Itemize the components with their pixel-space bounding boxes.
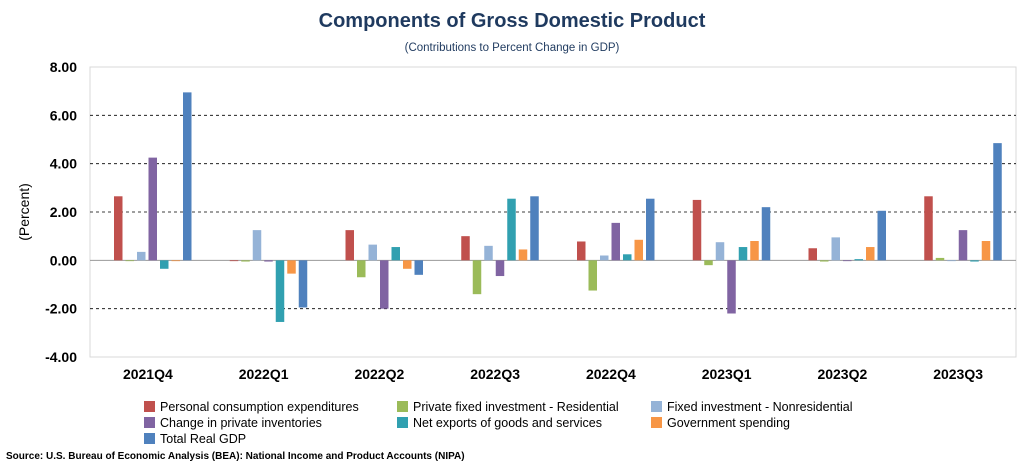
bar-personal-consumption-expenditures-2023q3 [924, 196, 933, 261]
bar-private-fixed-investment-residential-2022q3 [472, 260, 482, 295]
bar-change-in-private-inventories-2022q1 [264, 260, 273, 262]
x-category-label: 2022Q3 [470, 366, 520, 382]
legend: Personal consumption expenditures Private… [144, 400, 853, 446]
bar-total-real-gdp-2022q3 [530, 196, 539, 261]
bar-private-fixed-investment-residential-2023q2 [820, 260, 829, 262]
legend-label: Change in private inventories [160, 416, 322, 430]
legend-label: Total Real GDP [160, 432, 246, 446]
bar-change-in-private-inventories-2023q1 [727, 260, 736, 314]
y-tick-label: 4.00 [50, 156, 77, 172]
y-tick-label: 2.00 [50, 204, 77, 220]
legend-label: Fixed investment - Nonresidential [667, 400, 853, 414]
legend-label: Government spending [667, 416, 790, 430]
bar-personal-consumption-expenditures-2023q2 [808, 248, 817, 261]
bar-personal-consumption-expenditures-2022q1 [229, 260, 239, 262]
bar-government-spending-2021q4 [171, 260, 180, 262]
y-axis-ticks: 8.00 6.00 4.00 2.00 0.00 -2.00 -4.00 [45, 59, 77, 365]
bar-private-fixed-investment-residential-2022q2 [357, 260, 366, 278]
chart-subtitle: (Contributions to Percent Change in GDP) [405, 42, 620, 54]
bar-total-real-gdp-2023q1 [761, 207, 771, 261]
bar-net-exports-of-goods-and-services-2023q1 [738, 247, 748, 261]
bar-government-spending-2023q3 [981, 241, 991, 261]
bar-total-real-gdp-2022q4 [646, 198, 655, 261]
bar-personal-consumption-expenditures-2021q4 [114, 196, 123, 261]
bar-change-in-private-inventories-2023q2 [843, 260, 852, 262]
bar-change-in-private-inventories-2021q4 [148, 157, 157, 261]
bar-change-in-private-inventories-2022q2 [380, 260, 389, 309]
bar-personal-consumption-expenditures-2023q1 [692, 199, 702, 261]
legend-swatch [144, 401, 155, 412]
bar-private-fixed-investment-residential-2021q4 [125, 260, 134, 262]
bar-change-in-private-inventories-2022q3 [495, 260, 505, 277]
bar-fixed-investment-nonresidential-2021q4 [137, 251, 146, 261]
bar-net-exports-of-goods-and-services-2022q2 [391, 247, 400, 261]
bar-fixed-investment-nonresidential-2022q4 [600, 255, 609, 261]
bar-fixed-investment-nonresidential-2022q3 [484, 245, 493, 261]
bar-net-exports-of-goods-and-services-2023q2 [854, 259, 863, 261]
legend-swatch [397, 401, 408, 412]
y-axis-label: (Percent) [16, 183, 32, 241]
x-category-label: 2021Q4 [123, 366, 173, 382]
bar-fixed-investment-nonresidential-2023q2 [831, 237, 840, 261]
bar-government-spending-2022q2 [403, 260, 412, 269]
legend-swatch [144, 433, 155, 444]
bar-total-real-gdp-2022q2 [414, 260, 423, 275]
legend-swatch [651, 401, 662, 412]
chart-title: Components of Gross Domestic Product [319, 10, 706, 32]
bar-total-real-gdp-2022q1 [298, 260, 308, 308]
bar-change-in-private-inventories-2022q4 [611, 222, 620, 261]
x-category-label: 2022Q2 [354, 366, 404, 382]
bar-net-exports-of-goods-and-services-2023q3 [970, 260, 979, 262]
bar-change-in-private-inventories-2023q3 [958, 230, 968, 261]
x-category-label: 2023Q2 [817, 366, 867, 382]
bar-government-spending-2022q3 [518, 249, 528, 261]
y-tick-label: 0.00 [50, 252, 77, 268]
bar-private-fixed-investment-residential-2022q1 [241, 260, 250, 262]
bar-government-spending-2023q2 [866, 247, 875, 261]
y-tick-label: 8.00 [50, 59, 77, 75]
bar-net-exports-of-goods-and-services-2021q4 [160, 260, 169, 269]
bar-personal-consumption-expenditures-2022q2 [345, 230, 354, 261]
bar-total-real-gdp-2023q3 [993, 143, 1002, 261]
x-category-label: 2023Q1 [702, 366, 752, 382]
bar-fixed-investment-nonresidential-2022q2 [368, 244, 377, 261]
bar-fixed-investment-nonresidential-2022q1 [252, 230, 262, 261]
bar-personal-consumption-expenditures-2022q4 [577, 241, 586, 261]
bar-fixed-investment-nonresidential-2023q3 [947, 260, 956, 262]
bar-net-exports-of-goods-and-services-2022q1 [275, 260, 285, 322]
bar-personal-consumption-expenditures-2022q3 [461, 236, 470, 261]
y-tick-label: -2.00 [45, 301, 77, 317]
x-category-label: 2023Q3 [933, 366, 983, 382]
bar-government-spending-2022q1 [287, 260, 296, 274]
legend-label: Net exports of goods and services [413, 416, 602, 430]
x-axis-categories: 2021Q4 2022Q1 2022Q2 2022Q3 2022Q4 2023Q1 2023… [123, 366, 983, 382]
legend-swatch [397, 417, 408, 428]
bar-government-spending-2023q1 [750, 241, 759, 261]
bar-private-fixed-investment-residential-2023q3 [935, 257, 945, 261]
source-note: Source: U.S. Bureau of Economic Analysis… [6, 451, 465, 462]
bars [114, 92, 1002, 322]
bar-net-exports-of-goods-and-services-2022q3 [507, 198, 516, 261]
bar-fixed-investment-nonresidential-2023q1 [715, 242, 725, 261]
bar-government-spending-2022q4 [634, 239, 643, 261]
legend-swatch [144, 417, 155, 428]
x-category-label: 2022Q1 [239, 366, 289, 382]
legend-label: Personal consumption expenditures [160, 400, 359, 414]
y-tick-label: -4.00 [45, 349, 77, 365]
x-category-label: 2022Q4 [586, 366, 636, 382]
bar-total-real-gdp-2023q2 [877, 210, 886, 261]
bar-net-exports-of-goods-and-services-2022q4 [623, 254, 632, 261]
y-tick-label: 6.00 [50, 107, 77, 123]
bar-private-fixed-investment-residential-2022q4 [588, 260, 597, 291]
legend-label: Private fixed investment - Residential [413, 400, 619, 414]
legend-swatch [651, 417, 662, 428]
bar-private-fixed-investment-residential-2023q1 [704, 260, 713, 266]
bar-total-real-gdp-2021q4 [183, 92, 192, 261]
